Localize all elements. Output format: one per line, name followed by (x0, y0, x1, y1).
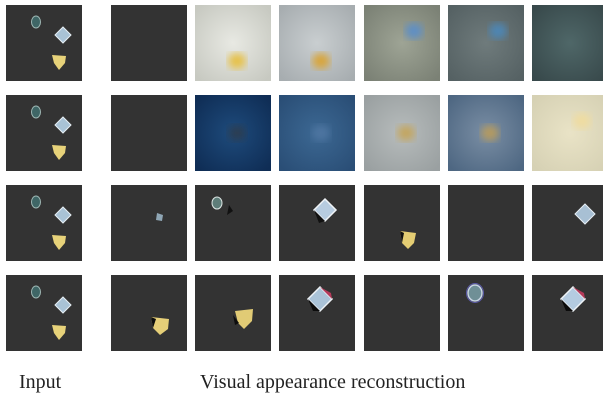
reconstruction-image-r3-c5 (448, 185, 524, 261)
yellow-object (52, 325, 66, 340)
blue-object (54, 116, 72, 134)
reconstruction-image-r1-c3 (279, 5, 355, 81)
reconstruction-image-r1-c6 (532, 5, 603, 81)
caption-reconstruction: Visual appearance reconstruction (200, 371, 466, 393)
reconstruction-image-r2-c6 (532, 95, 603, 171)
input-image-row-2 (6, 95, 82, 171)
reconstruction-image-r4-c1 (111, 275, 187, 351)
reconstruction-image-r3-c2 (195, 185, 271, 261)
reconstruction-image-r3-c1 (111, 185, 187, 261)
blue-object (54, 26, 72, 44)
teal-object (31, 195, 41, 209)
reconstruction-image-r2-c2 (195, 95, 271, 171)
reconstruction-image-r2-c5 (448, 95, 524, 171)
blue-object (54, 296, 72, 314)
reconstruction-image-r1-c5 (448, 5, 524, 81)
reconstruction-image-r3-c4 (364, 185, 440, 261)
teal-object (31, 285, 41, 299)
yellow-object (52, 55, 66, 70)
input-image-row-4 (6, 275, 82, 351)
input-image-row-3 (6, 185, 82, 261)
reconstruction-image-r3-c6 (532, 185, 603, 261)
reconstruction-image-r4-c6 (532, 275, 603, 351)
reconstruction-image-r3-c3 (279, 185, 355, 261)
reconstruction-image-r1-c2 (195, 5, 271, 81)
teal-object (31, 105, 41, 119)
reconstruction-image-r1-c4 (364, 5, 440, 81)
reconstruction-image-r4-c2 (195, 275, 271, 351)
yellow-object (52, 145, 66, 160)
yellow-object (52, 235, 66, 250)
reconstruction-image-r4-c3 (279, 275, 355, 351)
reconstruction-image-r2-c1 (111, 95, 187, 171)
reconstruction-image-r4-c4 (364, 275, 440, 351)
caption-input: Input (19, 371, 62, 393)
reconstruction-image-r1-c1 (111, 5, 187, 81)
reconstruction-image-r2-c4 (364, 95, 440, 171)
teal-object (31, 15, 41, 29)
blue-object (54, 206, 72, 224)
reconstruction-image-r2-c3 (279, 95, 355, 171)
reconstruction-image-r4-c5 (448, 275, 524, 351)
input-image-row-1 (6, 5, 82, 81)
